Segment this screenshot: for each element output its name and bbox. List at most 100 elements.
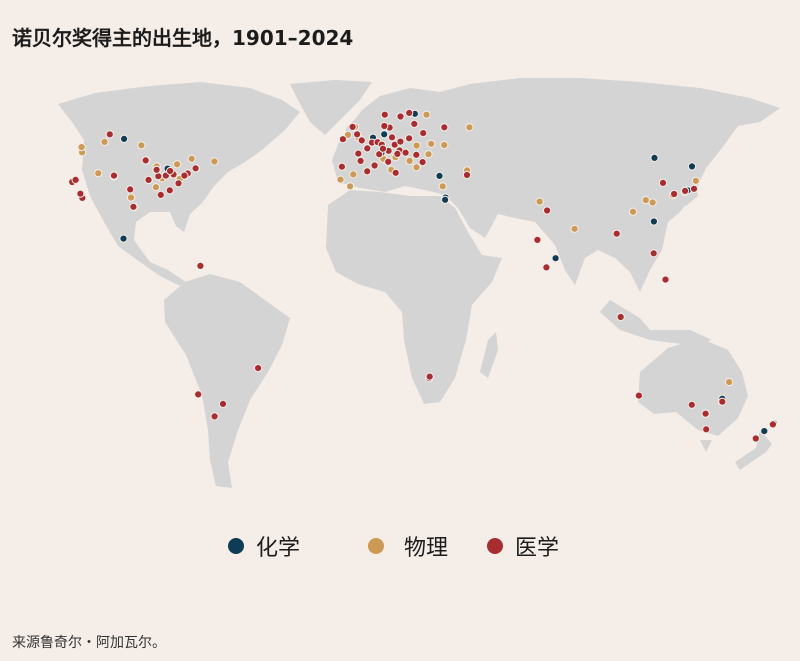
physics-laureate-dot <box>648 198 657 207</box>
medicine-laureate-dot <box>105 130 114 139</box>
tasmania <box>700 440 712 452</box>
medicine-laureate-dot <box>768 420 778 429</box>
physics-laureate-dot <box>187 154 196 163</box>
medicine-laureate-dot <box>254 364 263 373</box>
chemistry-laureate-dot <box>119 234 128 243</box>
africa <box>326 190 502 404</box>
medicine-laureate-dot <box>612 229 621 238</box>
indonesia <box>600 300 712 345</box>
south-america <box>164 274 290 488</box>
medicine-laureate-dot <box>363 144 372 153</box>
physics-laureate-dot <box>173 160 182 169</box>
physics-laureate-dot <box>535 197 544 206</box>
medicine-laureate-dot <box>357 136 366 145</box>
physics-laureate-dot <box>100 137 109 146</box>
physics-laureate-dot <box>346 182 355 191</box>
medicine-laureate-dot <box>380 121 389 131</box>
eurasia <box>332 78 780 292</box>
physics-laureate-dot <box>691 176 701 185</box>
madagascar <box>480 332 498 378</box>
medicine-laureate-dot <box>405 108 414 118</box>
legend-item-chemistry: 化学 <box>228 530 300 562</box>
medicine-laureate-dot <box>152 165 161 174</box>
physics-laureate-dot <box>427 139 436 148</box>
medicine-laureate-dot <box>144 175 153 184</box>
medicine-laureate-dot <box>396 112 405 121</box>
medicine-laureate-dot <box>210 412 219 421</box>
medicine-laureate-dot <box>412 150 421 159</box>
physics-laureate-dot <box>422 110 431 119</box>
physics-laureate-dot <box>465 123 474 132</box>
physics-laureate-dot <box>336 175 345 184</box>
medicine-laureate-dot <box>661 275 670 284</box>
physics-laureate-dot <box>412 141 421 150</box>
medicine-laureate-dot <box>375 150 384 159</box>
medicine-laureate-dot <box>348 122 357 132</box>
medicine-laureate-dot <box>378 144 388 153</box>
new-zealand <box>735 430 772 470</box>
medicine-laureate-dot <box>405 134 414 143</box>
medicine-laureate-dot <box>718 397 727 406</box>
medicine-laureate-dot <box>156 190 165 199</box>
legend-item-physics: 物理 <box>368 530 448 562</box>
chemistry-laureate-dot <box>649 217 659 226</box>
medicine-laureate-dot <box>141 156 150 165</box>
physics-laureate-dot <box>725 378 734 387</box>
medicine-laureate-dot <box>109 171 119 180</box>
medicine-laureate-dot <box>165 186 174 195</box>
medicine-laureate-dot <box>129 202 138 211</box>
medicine-laureate-dot <box>418 158 427 167</box>
medicine-laureate-dot <box>191 164 200 173</box>
chemistry-laureate-dot <box>441 195 450 204</box>
medicine-laureate-dot <box>337 162 346 171</box>
legend-label: 化学 <box>256 536 301 561</box>
chemistry-laureate-dot <box>650 153 659 162</box>
medicine-laureate-dot <box>462 170 472 180</box>
medicine-laureate-dot <box>393 149 402 158</box>
physics-laureate-dot <box>343 130 353 139</box>
greenland <box>290 80 372 135</box>
chemistry-laureate-dot <box>435 171 444 180</box>
medicine-laureate-dot <box>425 372 434 381</box>
medicine-laureate-dot <box>543 206 552 215</box>
medicine-laureate-dot <box>391 168 400 177</box>
medicine-laureate-dot <box>384 157 393 166</box>
physics-laureate-dot <box>126 193 136 202</box>
medicine-laureate-dot <box>194 390 203 399</box>
chart-title: 诺贝尔奖得主的出生地，1901–2024 <box>12 26 354 50</box>
medicine-laureate-dot <box>634 391 644 400</box>
chemistry-laureate-dot <box>120 134 129 143</box>
physics-laureate-dot <box>424 150 433 159</box>
japan <box>676 168 698 206</box>
medicine-laureate-dot <box>702 425 711 434</box>
land <box>58 78 780 488</box>
medicine-laureate-dot <box>370 161 379 170</box>
legend-item-medicine: 医学 <box>487 530 559 562</box>
medicine-laureate-dot <box>338 135 347 144</box>
medicine-laureate-dot <box>166 166 175 176</box>
medicine-dot-icon <box>487 538 503 554</box>
medicine-laureate-dot <box>218 399 228 408</box>
medicine-laureate-dot <box>401 148 410 157</box>
medicine-laureate-dot <box>180 171 189 180</box>
medicine-laureate-dot <box>353 130 362 139</box>
legend-label: 物理 <box>404 536 449 561</box>
medicine-laureate-dot <box>419 129 428 138</box>
chemistry-dot-icon <box>228 538 244 554</box>
medicine-laureate-dot <box>542 263 551 272</box>
source-note: 来源鲁奇尔・阿加瓦尔。 <box>12 635 166 651</box>
physics-laureate-dot <box>349 170 358 179</box>
medicine-laureate-dot <box>363 167 372 176</box>
medicine-laureate-dot <box>71 175 80 184</box>
medicine-laureate-dot <box>681 186 690 195</box>
medicine-laureate-dot <box>174 179 183 188</box>
medicine-laureate-dot <box>196 261 205 270</box>
australia <box>638 338 748 436</box>
laureate-dots <box>67 108 778 443</box>
medicine-laureate-dot <box>670 189 679 199</box>
physics-laureate-dot <box>570 224 579 233</box>
legend-label: 医学 <box>515 536 560 561</box>
medicine-laureate-dot <box>658 178 668 187</box>
medicine-laureate-dot <box>751 434 760 443</box>
